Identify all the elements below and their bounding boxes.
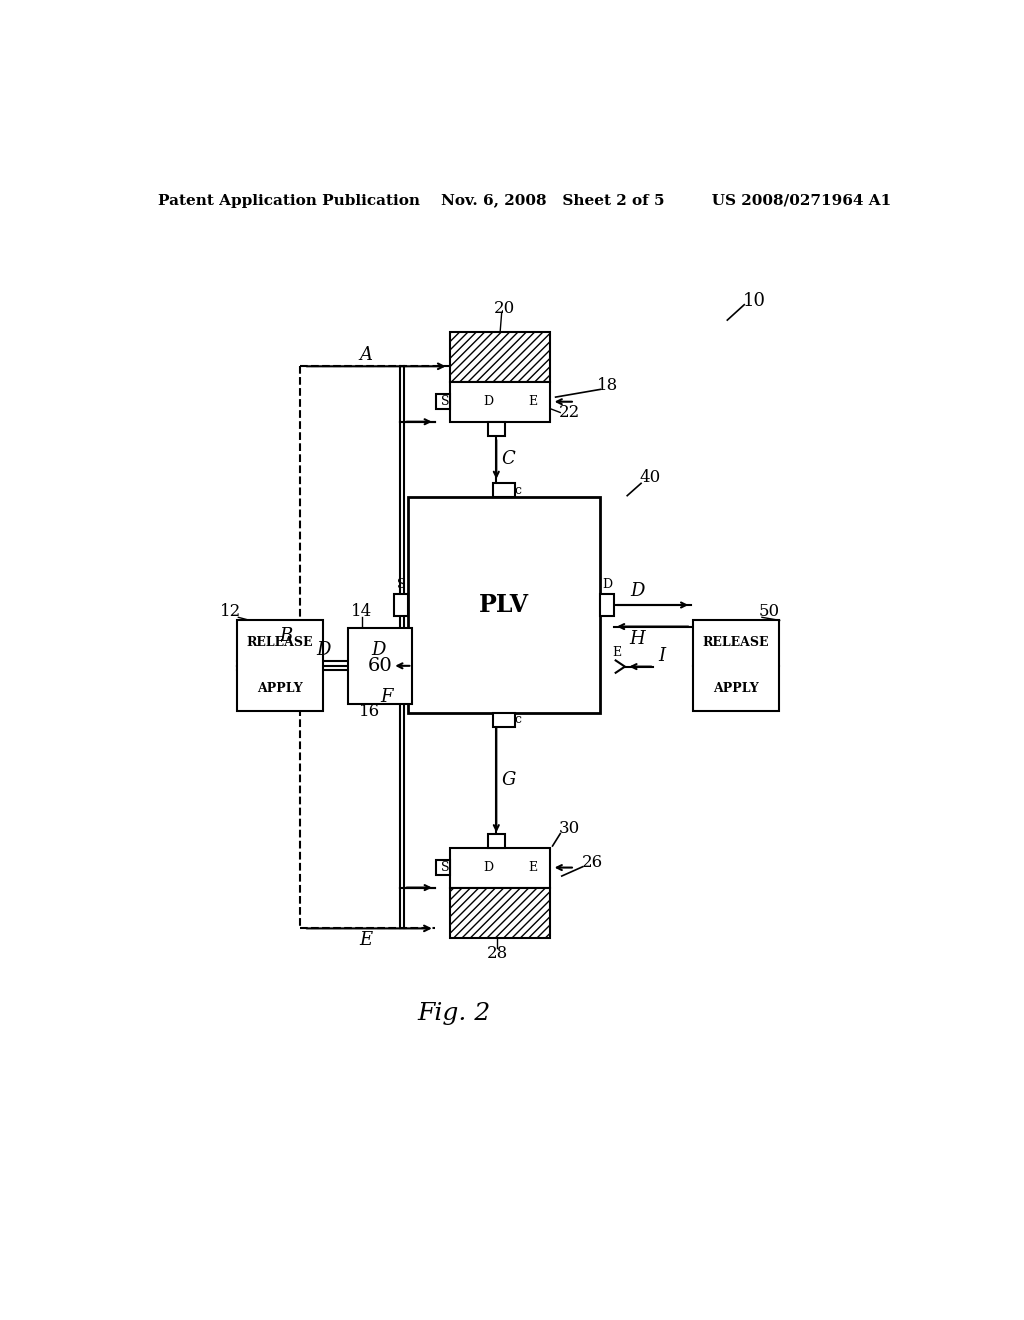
Text: APPLY: APPLY bbox=[713, 681, 759, 694]
Text: D: D bbox=[483, 861, 494, 874]
Text: D: D bbox=[602, 578, 612, 591]
Bar bbox=[436, 395, 451, 409]
Bar bbox=[408, 498, 600, 713]
Text: B: B bbox=[280, 627, 293, 644]
Text: I: I bbox=[658, 647, 666, 665]
Bar bbox=[237, 620, 323, 711]
Bar bbox=[692, 620, 779, 711]
Text: 10: 10 bbox=[742, 292, 766, 310]
Text: S: S bbox=[396, 578, 406, 591]
Text: RELEASE: RELEASE bbox=[247, 636, 313, 649]
Text: E: E bbox=[612, 647, 622, 659]
Text: Fig. 2: Fig. 2 bbox=[418, 1002, 490, 1024]
Bar bbox=[600, 594, 614, 615]
Text: 16: 16 bbox=[358, 702, 380, 719]
Bar bbox=[348, 628, 413, 704]
Text: RELEASE: RELEASE bbox=[702, 636, 769, 649]
Text: 14: 14 bbox=[351, 603, 372, 619]
Text: C: C bbox=[502, 450, 515, 469]
Text: Patent Application Publication    Nov. 6, 2008   Sheet 2 of 5         US 2008/02: Patent Application Publication Nov. 6, 2… bbox=[158, 194, 892, 207]
Text: D: D bbox=[315, 642, 331, 660]
Text: 20: 20 bbox=[494, 300, 515, 317]
Text: S: S bbox=[441, 861, 450, 874]
Text: PLV: PLV bbox=[479, 593, 529, 616]
Text: D: D bbox=[630, 582, 644, 601]
Text: F: F bbox=[380, 689, 392, 706]
Text: 22: 22 bbox=[559, 404, 580, 421]
Text: 30: 30 bbox=[559, 820, 580, 837]
Bar bbox=[436, 859, 451, 875]
Text: E: E bbox=[528, 395, 538, 408]
Text: APPLY: APPLY bbox=[257, 681, 303, 694]
Text: 18: 18 bbox=[597, 378, 618, 395]
Text: E: E bbox=[358, 931, 372, 949]
Text: D: D bbox=[372, 642, 386, 660]
Text: 26: 26 bbox=[582, 854, 603, 871]
Text: 50: 50 bbox=[759, 603, 780, 619]
Bar bbox=[394, 594, 408, 615]
Bar bbox=[494, 483, 515, 498]
Text: S: S bbox=[441, 395, 450, 408]
Bar bbox=[451, 887, 550, 937]
Text: 12: 12 bbox=[220, 603, 242, 619]
Bar bbox=[487, 422, 505, 436]
Text: 60: 60 bbox=[368, 657, 392, 675]
Bar bbox=[451, 847, 550, 887]
Text: c: c bbox=[514, 483, 521, 496]
Text: c: c bbox=[514, 713, 521, 726]
Bar bbox=[494, 713, 515, 726]
Text: D: D bbox=[483, 395, 494, 408]
Text: A: A bbox=[358, 346, 372, 364]
Bar bbox=[451, 331, 550, 381]
Text: 28: 28 bbox=[486, 945, 508, 961]
Text: H: H bbox=[630, 630, 645, 648]
Bar bbox=[487, 834, 505, 847]
Text: 40: 40 bbox=[640, 470, 660, 487]
Text: G: G bbox=[502, 771, 516, 789]
Text: E: E bbox=[528, 861, 538, 874]
Bar bbox=[451, 381, 550, 422]
